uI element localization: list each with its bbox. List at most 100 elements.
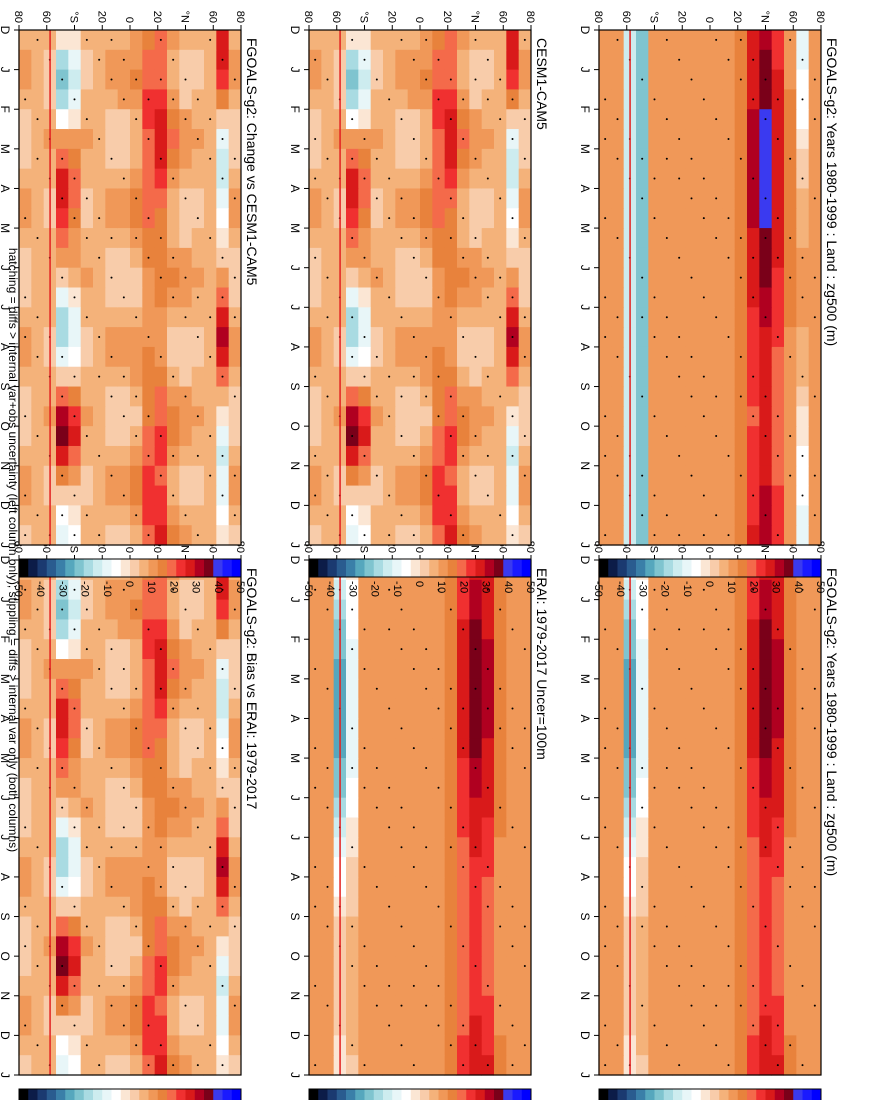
heatmap-cell	[203, 975, 217, 997]
stipple-dot	[641, 1004, 644, 1007]
stipple-dot	[209, 435, 212, 438]
heatmap-cell	[746, 678, 760, 700]
stipple-dot	[702, 534, 705, 537]
heatmap-cell	[481, 599, 494, 621]
colorbar-swatch	[456, 1089, 467, 1100]
colorbar-frame	[308, 558, 532, 578]
heatmap-cell	[758, 49, 772, 71]
heatmap-cell	[468, 619, 482, 640]
heatmap-cell	[407, 30, 420, 51]
heatmap-cell	[407, 267, 420, 289]
colorbar-swatch	[512, 1089, 522, 1100]
stipple-dot	[449, 1004, 452, 1007]
heatmap-cell	[697, 386, 710, 407]
heatmap-cell	[684, 30, 698, 51]
heatmap-cell	[444, 148, 457, 170]
heatmap-cell	[697, 109, 710, 130]
heatmap-cell	[709, 168, 723, 190]
colorbar-swatch	[774, 1089, 784, 1100]
heatmap-cell	[734, 1035, 747, 1056]
colorbar-label: -30	[636, 581, 648, 597]
heatmap-cell	[721, 1035, 735, 1056]
month-tick-label: J	[0, 1072, 12, 1078]
heatmap-cell	[493, 327, 507, 348]
stipple-dot	[172, 984, 175, 987]
heatmap-cell	[721, 505, 735, 526]
stipple-dot	[221, 588, 224, 591]
heatmap-cell	[635, 619, 649, 640]
heatmap-cell	[647, 366, 661, 388]
heatmap-cell	[684, 857, 698, 878]
heatmap-cell	[697, 129, 710, 150]
heatmap-cell	[382, 659, 396, 680]
heatmap-cell	[154, 168, 167, 190]
heatmap-cell	[771, 896, 784, 918]
heatmap-cell	[191, 599, 204, 621]
heatmap-cell	[407, 758, 420, 779]
heatmap-cell	[444, 975, 457, 997]
colorbar-label: 50	[814, 581, 826, 593]
heatmap-cell	[783, 188, 797, 209]
heatmap-cell	[456, 505, 470, 526]
stipple-dot	[604, 707, 607, 710]
stipple-dot	[412, 667, 415, 670]
heatmap-cell	[308, 109, 322, 130]
heatmap-cell	[178, 327, 192, 348]
heatmap-cell	[178, 445, 192, 467]
lat-tick-label: °S	[358, 11, 370, 23]
heatmap-cell	[481, 837, 494, 858]
colorbar-label: 30	[190, 581, 202, 593]
heatmap-cell	[117, 327, 130, 348]
lat-tick-label: 60	[786, 11, 798, 23]
stipple-dot	[499, 608, 502, 611]
stipple-dot	[678, 786, 681, 789]
heatmap-cell	[117, 619, 130, 640]
stipple-dot	[326, 78, 329, 81]
heatmap-cell	[709, 208, 723, 229]
heatmap-cell	[141, 678, 155, 700]
heatmap-cell	[746, 619, 760, 640]
heatmap-cell	[178, 956, 192, 977]
heatmap-cell	[357, 346, 371, 368]
stipple-dot	[474, 846, 477, 849]
heatmap-cell	[215, 718, 229, 739]
heatmap-cell	[505, 758, 519, 779]
colorbar-swatch	[644, 1089, 655, 1100]
heatmap-cell	[203, 936, 217, 957]
heatmap-cell	[92, 1035, 106, 1056]
heatmap-cell	[80, 406, 93, 427]
heatmap-cell	[92, 109, 106, 130]
colorbar-swatch	[783, 559, 794, 577]
stipple-dot	[412, 217, 415, 220]
heatmap-cell	[697, 857, 710, 878]
heatmap-cell	[141, 307, 155, 328]
stipple-dot	[209, 38, 212, 41]
colorbar-swatch	[157, 559, 167, 577]
stipple-dot	[98, 58, 101, 61]
stipple-dot	[196, 747, 199, 750]
heatmap-cell	[80, 287, 93, 308]
stipple-dot	[61, 608, 64, 611]
heatmap-cell	[92, 426, 106, 447]
stipple-dot	[801, 454, 804, 457]
heatmap-cell	[635, 247, 649, 269]
heatmap-cell	[55, 247, 69, 269]
stipple-dot	[604, 534, 607, 537]
heatmap-cell	[18, 148, 32, 170]
heatmap-cell	[345, 579, 359, 601]
heatmap-cell	[18, 718, 32, 739]
heatmap-cell	[431, 30, 445, 51]
stipple-dot	[801, 375, 804, 378]
stipple-dot	[641, 316, 644, 319]
heatmap-cell	[154, 49, 167, 71]
heatmap-cell	[431, 386, 445, 407]
colorbar-swatch	[774, 559, 784, 577]
heatmap-cell	[203, 995, 217, 1017]
heatmap-cell	[684, 619, 698, 640]
heatmap-cell	[30, 445, 44, 467]
stipple-dot	[221, 866, 224, 869]
colorbar-swatch	[502, 559, 513, 577]
heatmap-cell	[320, 639, 334, 660]
heatmap-cell	[178, 1035, 192, 1056]
stipple-dot	[196, 296, 199, 299]
